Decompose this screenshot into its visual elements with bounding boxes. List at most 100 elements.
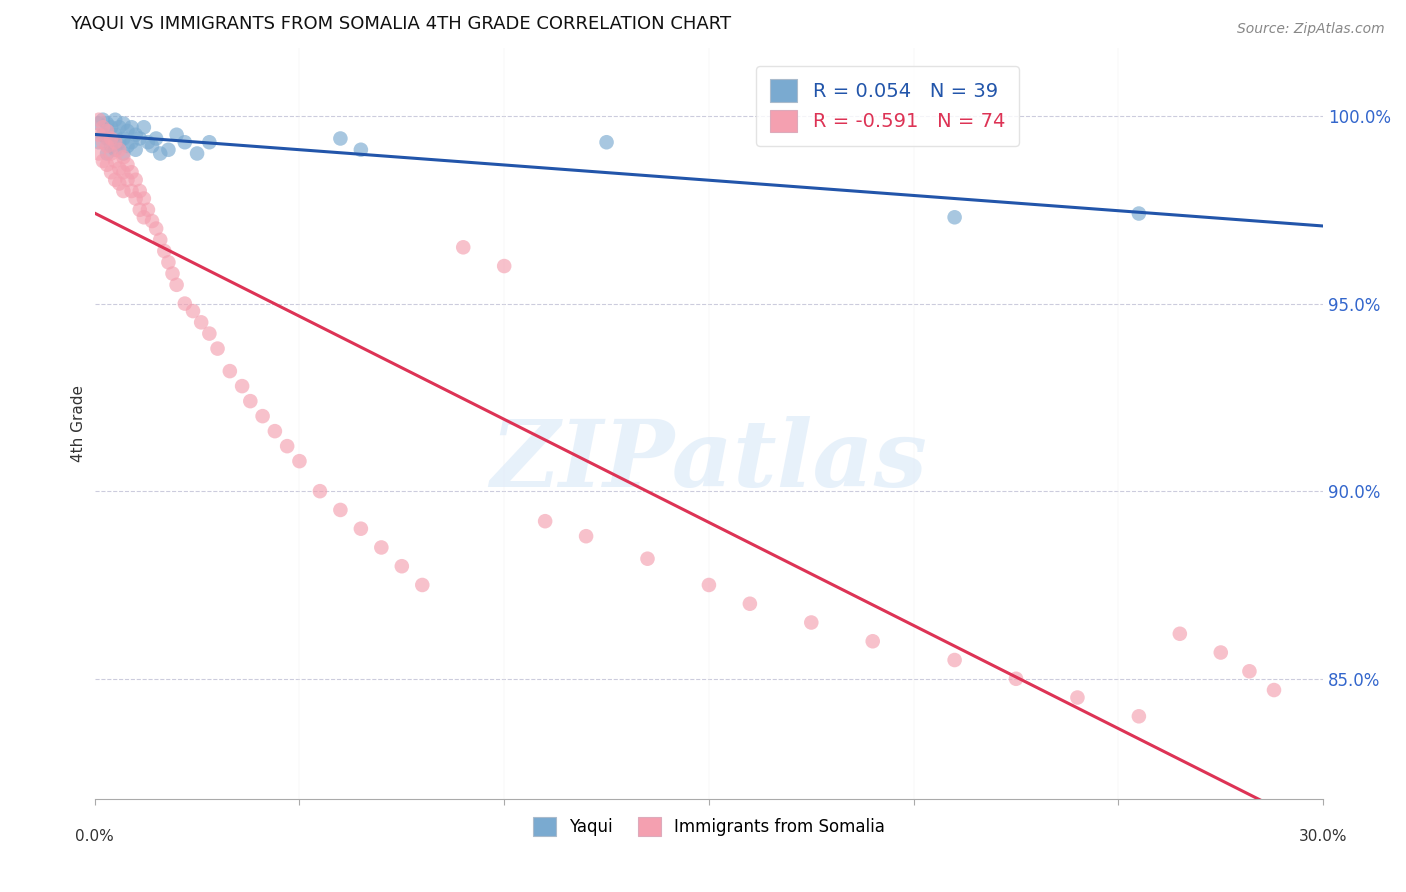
Point [451, 240, 474, 254]
Point [124, 128, 146, 142]
Point [697, 578, 720, 592]
Point [288, 454, 311, 468]
Point [1066, 690, 1088, 705]
Point [112, 165, 135, 179]
Legend: Yaqui, Immigrants from Somalia: Yaqui, Immigrants from Somalia [526, 811, 891, 843]
Point [411, 578, 433, 592]
Point [128, 131, 150, 145]
Point [145, 221, 167, 235]
Point [112, 131, 135, 145]
Point [173, 135, 195, 149]
Point [87, 135, 110, 149]
Point [121, 165, 143, 179]
Point [190, 315, 212, 329]
Point [132, 120, 155, 135]
Text: YAQUI VS IMMIGRANTS FROM SOMALIA 4TH GRADE CORRELATION CHART: YAQUI VS IMMIGRANTS FROM SOMALIA 4TH GRA… [70, 15, 731, 33]
Point [87, 146, 110, 161]
Point [145, 131, 167, 145]
Point [108, 161, 131, 176]
Text: Source: ZipAtlas.com: Source: ZipAtlas.com [1237, 22, 1385, 37]
Point [104, 128, 127, 142]
Point [100, 120, 122, 135]
Point [132, 192, 155, 206]
Point [264, 424, 287, 438]
Point [350, 143, 373, 157]
Point [87, 116, 110, 130]
Point [309, 484, 332, 499]
Point [276, 439, 298, 453]
Point [350, 522, 373, 536]
Point [1209, 646, 1232, 660]
Point [329, 503, 352, 517]
Point [124, 173, 146, 187]
Point [637, 551, 659, 566]
Point [149, 146, 172, 161]
Point [112, 116, 135, 130]
Point [124, 192, 146, 206]
Point [239, 394, 262, 409]
Point [104, 173, 127, 187]
Point [1263, 683, 1285, 698]
Point [149, 233, 172, 247]
Point [862, 634, 884, 648]
Text: 30.0%: 30.0% [1299, 829, 1347, 844]
Point [534, 514, 557, 528]
Point [104, 153, 127, 168]
Point [186, 146, 208, 161]
Point [121, 135, 143, 149]
Point [166, 277, 188, 292]
Point [370, 541, 392, 555]
Point [595, 135, 617, 149]
Point [100, 165, 122, 179]
Point [166, 128, 188, 142]
Point [96, 131, 118, 145]
Point [252, 409, 274, 424]
Point [108, 177, 131, 191]
Point [96, 146, 118, 161]
Point [575, 529, 598, 543]
Point [100, 146, 122, 161]
Point [87, 112, 110, 127]
Point [100, 139, 122, 153]
Point [218, 364, 240, 378]
Point [162, 267, 184, 281]
Point [738, 597, 761, 611]
Point [121, 120, 143, 135]
Point [1239, 665, 1261, 679]
Point [181, 304, 204, 318]
Point [943, 653, 966, 667]
Point [91, 128, 114, 142]
Text: 0.0%: 0.0% [76, 829, 114, 844]
Point [108, 143, 131, 157]
Text: ZIPatlas: ZIPatlas [491, 417, 928, 506]
Point [153, 244, 176, 258]
Point [91, 120, 114, 135]
Point [800, 615, 823, 630]
Point [91, 112, 114, 127]
Point [173, 296, 195, 310]
Point [108, 120, 131, 135]
Point [207, 342, 229, 356]
Point [91, 153, 114, 168]
Point [112, 150, 135, 164]
Point [117, 139, 139, 153]
Point [117, 158, 139, 172]
Point [124, 143, 146, 157]
Point [1128, 709, 1150, 723]
Point [112, 146, 135, 161]
Point [96, 139, 118, 153]
Point [121, 184, 143, 198]
Point [128, 202, 150, 217]
Point [96, 158, 118, 172]
Point [104, 112, 127, 127]
Point [136, 202, 159, 217]
Point [128, 184, 150, 198]
Point [198, 326, 221, 341]
Point [1005, 672, 1028, 686]
Point [117, 124, 139, 138]
Point [1128, 206, 1150, 220]
Point [87, 128, 110, 142]
Point [104, 135, 127, 149]
Point [141, 139, 163, 153]
Point [1168, 626, 1191, 640]
